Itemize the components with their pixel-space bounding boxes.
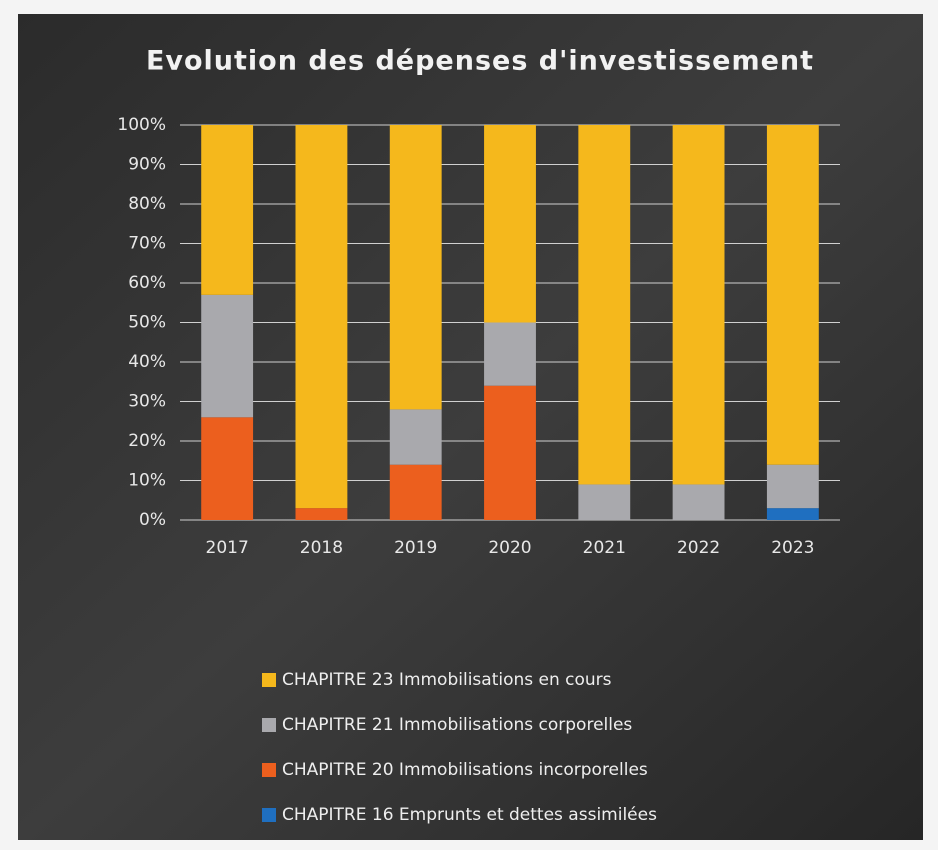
bar-segment: [484, 125, 536, 323]
bar-segment: [484, 385, 536, 520]
bar-segment: [672, 125, 725, 485]
y-tick-label: 90%: [128, 155, 166, 175]
y-tick-label: 100%: [117, 115, 166, 135]
bar-segment: [389, 409, 442, 465]
legend-label: CHAPITRE 23 Immobilisations en cours: [282, 670, 612, 690]
bar-segment: [578, 484, 631, 520]
bar-segment: [766, 508, 819, 520]
x-tick-label: 2022: [677, 538, 720, 558]
bar-segment: [389, 125, 442, 410]
bar-segment: [295, 508, 348, 520]
legend-label: CHAPITRE 16 Emprunts et dettes assimilée…: [282, 805, 657, 825]
y-tick-label: 10%: [128, 471, 166, 491]
legend-label: CHAPITRE 20 Immobilisations incorporelle…: [282, 760, 648, 780]
y-tick-label: 40%: [128, 352, 166, 372]
y-tick-label: 30%: [128, 392, 166, 412]
bar-segment: [201, 417, 254, 520]
y-tick-label: 70%: [128, 234, 166, 254]
legend-label: CHAPITRE 21 Immobilisations corporelles: [282, 715, 632, 735]
legend-swatch: [262, 763, 276, 777]
bar-segment: [766, 125, 819, 465]
bar-segment: [672, 484, 725, 520]
bar-segment: [201, 125, 254, 295]
x-tick-label: 2017: [206, 538, 249, 558]
legend-swatch: [262, 673, 276, 687]
bar-segment: [295, 125, 348, 509]
y-tick-label: 20%: [128, 431, 166, 451]
chart-title: Evolution des dépenses d'investissement: [146, 46, 814, 77]
bar-segment: [484, 322, 536, 386]
legend-swatch: [262, 808, 276, 822]
x-tick-label: 2018: [300, 538, 343, 558]
x-tick-label: 2023: [771, 538, 814, 558]
bar-segment: [766, 464, 819, 509]
bar-segment: [389, 464, 442, 520]
x-tick-label: 2019: [394, 538, 437, 558]
bar-segment: [578, 125, 631, 485]
y-tick-label: 60%: [128, 273, 166, 293]
x-tick-label: 2020: [488, 538, 531, 558]
legend-swatch: [262, 718, 276, 732]
y-tick-label: 0%: [139, 510, 166, 530]
x-tick-label: 2021: [583, 538, 626, 558]
y-tick-label: 80%: [128, 194, 166, 214]
y-tick-label: 50%: [128, 313, 166, 333]
bar-segment: [201, 294, 254, 418]
